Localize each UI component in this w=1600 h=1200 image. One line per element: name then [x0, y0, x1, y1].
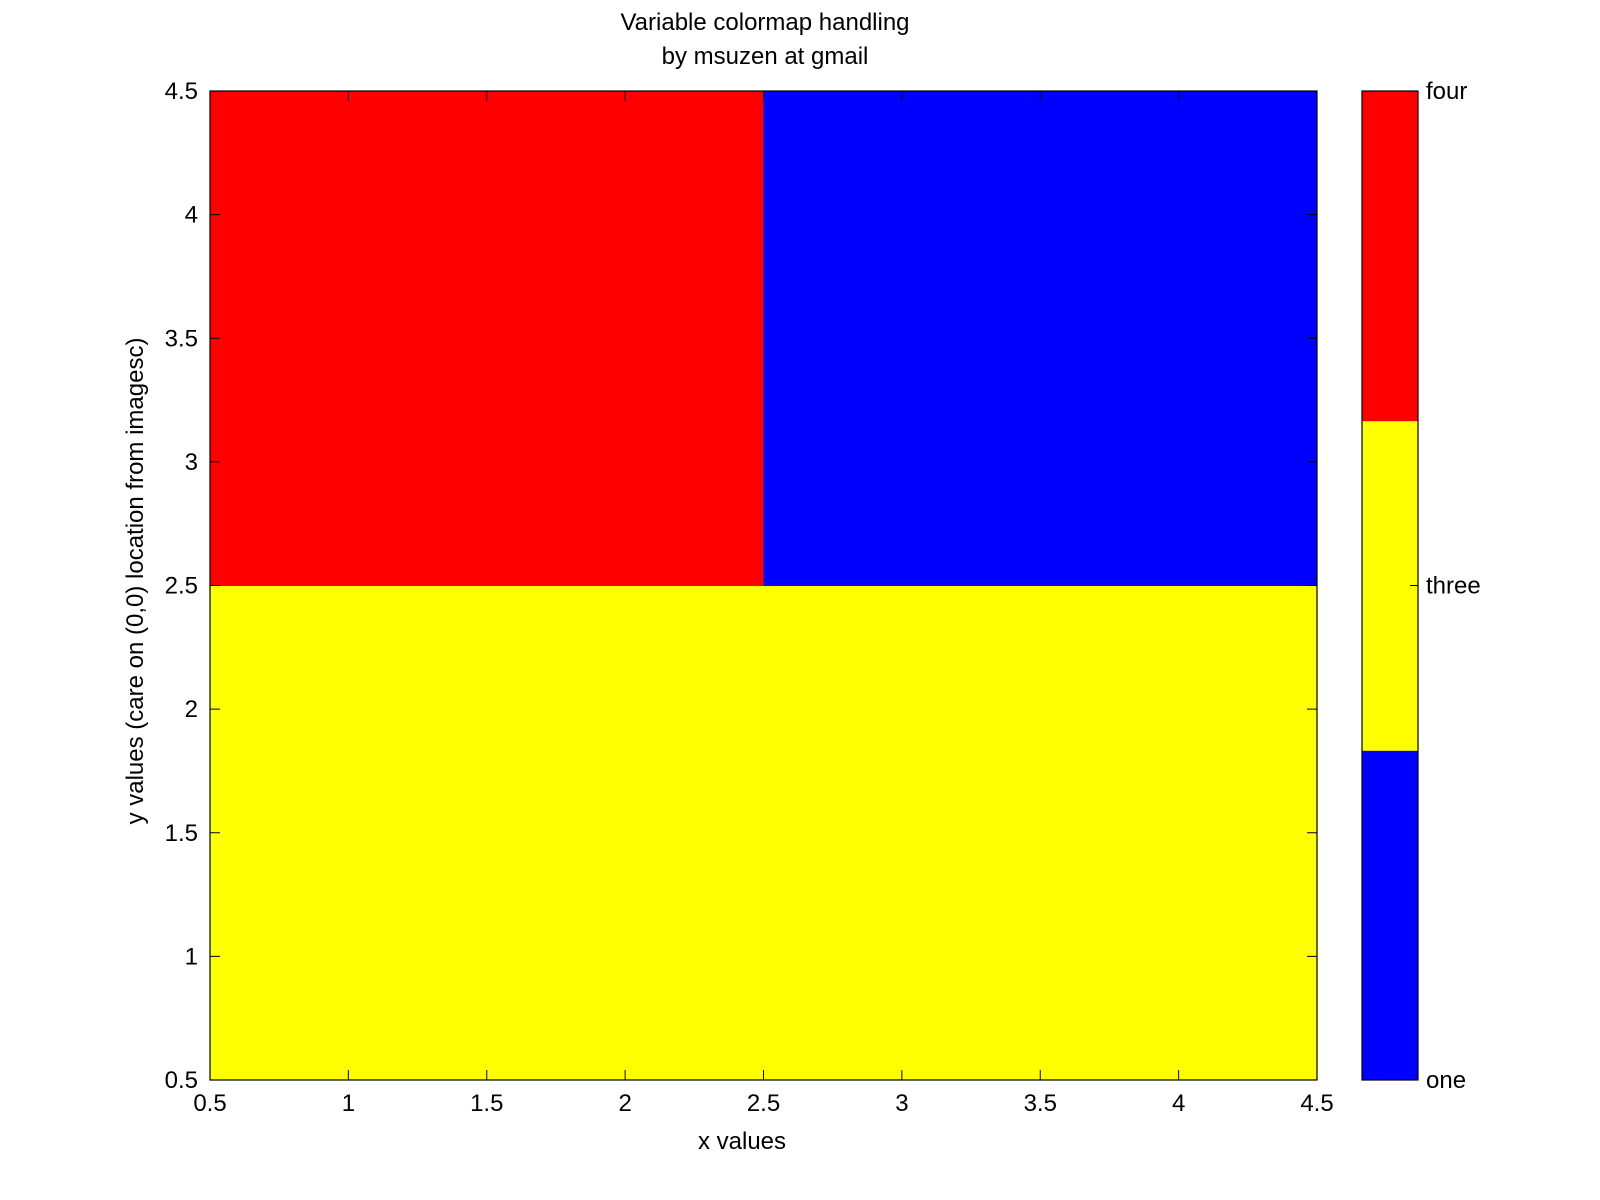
y-axis: 0.5 1 1.5 2 2.5 3 3.5 4 4.5 — [165, 78, 1317, 1094]
colorbar-tick-label: one — [1426, 1067, 1466, 1094]
x-tick-label: 1.5 — [470, 1090, 503, 1117]
x-tick-label: 3.5 — [1024, 1090, 1057, 1117]
x-tick-label: 3 — [895, 1090, 908, 1117]
chart-title-line-2: by msuzen at gmail — [661, 43, 869, 70]
x-tick-label: 2 — [618, 1090, 631, 1117]
y-tick-label: 2 — [185, 696, 198, 723]
heatmap-cell-3 — [763, 91, 1318, 586]
x-axis: 0.5 1 1.5 2 2.5 3 3.5 4 4.5 — [193, 91, 1334, 1117]
heatmap-cells — [210, 91, 1318, 1081]
y-axis-label: y values (care on (0,0) location from im… — [122, 338, 149, 825]
x-axis-label: x values — [698, 1128, 786, 1155]
colorbar-segment-four — [1362, 91, 1418, 422]
colorbar-segment-three — [1362, 420, 1418, 751]
x-tick-label: 4.5 — [1300, 1090, 1333, 1117]
y-tick-label: 1.5 — [165, 820, 198, 847]
x-tick-label: 4 — [1172, 1090, 1185, 1117]
heatmap-cell-0 — [210, 585, 764, 1081]
x-tick-label: 1 — [342, 1090, 355, 1117]
y-tick-label: 3.5 — [165, 325, 198, 352]
heatmap-cell-1 — [763, 585, 1318, 1081]
y-tick-label: 1 — [185, 943, 198, 970]
y-tick-label: 4.5 — [165, 78, 198, 105]
colorbar-tick-label: three — [1426, 573, 1481, 600]
colorbar-tick-label: four — [1426, 78, 1467, 105]
y-tick-label: 4 — [185, 202, 198, 229]
heatmap-cell-2 — [210, 91, 764, 586]
x-tick-label: 0.5 — [193, 1090, 226, 1117]
y-tick-label: 0.5 — [165, 1067, 198, 1094]
y-tick-label: 2.5 — [165, 573, 198, 600]
x-tick-label: 2.5 — [747, 1090, 780, 1117]
colorbar: one three four — [1361, 78, 1481, 1094]
chart-title-line-1: Variable colormap handling — [620, 9, 910, 36]
y-tick-label: 3 — [185, 449, 198, 476]
colorbar-segment-one — [1362, 750, 1418, 1081]
